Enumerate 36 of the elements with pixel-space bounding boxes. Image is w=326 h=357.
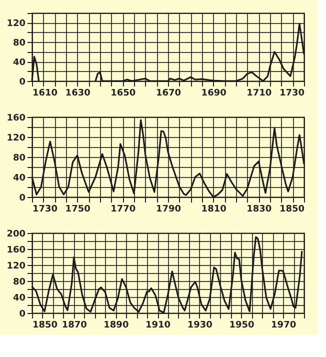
- x-tick-label: 1950: [229, 320, 254, 330]
- x-tick-label: 1870: [62, 320, 87, 330]
- x-tick-label: 1810: [201, 204, 226, 214]
- x-tick-label: 1750: [65, 204, 90, 214]
- x-tick-label: 1830: [246, 204, 272, 214]
- x-tick-label: 1690: [201, 88, 226, 98]
- x-tick-label: 1730: [279, 88, 304, 98]
- y-tick-label: 120: [6, 262, 26, 272]
- x-tick-label: 1670: [156, 88, 182, 98]
- y-tick-label: 200: [6, 230, 26, 240]
- x-tick-label: 1710: [246, 88, 272, 98]
- y-tick-label: 80: [12, 154, 26, 164]
- y-tick-label: 120: [6, 19, 26, 30]
- x-tick-label: 1630: [65, 88, 90, 98]
- y-tick-label: 160: [6, 246, 26, 256]
- x-tick-label: 1970: [271, 320, 296, 330]
- y-tick-label: 40: [12, 294, 26, 304]
- y-tick-label: 0: [19, 310, 26, 320]
- y-tick-label: 120: [6, 134, 26, 144]
- y-tick-label: 0: [19, 194, 26, 204]
- x-tick-label: 1910: [146, 320, 171, 330]
- y-tick-label: 0: [19, 78, 26, 88]
- x-tick-label: 1790: [156, 204, 182, 214]
- x-tick-label: 1890: [104, 320, 129, 330]
- x-tick-label: 1850: [32, 320, 58, 330]
- x-tick-label: 1730: [32, 204, 58, 214]
- x-tick-label: 1930: [187, 320, 212, 330]
- y-tick-label: 40: [12, 58, 26, 68]
- y-tick-label: 160: [6, 114, 26, 124]
- y-tick-label: 80: [12, 38, 26, 49]
- y-tick-label: 80: [12, 278, 26, 288]
- x-tick-label: 1770: [110, 204, 136, 214]
- x-tick-label: 1610: [32, 88, 58, 98]
- y-tick-label: 40: [12, 174, 26, 184]
- x-tick-label: 1650: [110, 88, 136, 98]
- x-tick-label: 1850: [279, 204, 304, 214]
